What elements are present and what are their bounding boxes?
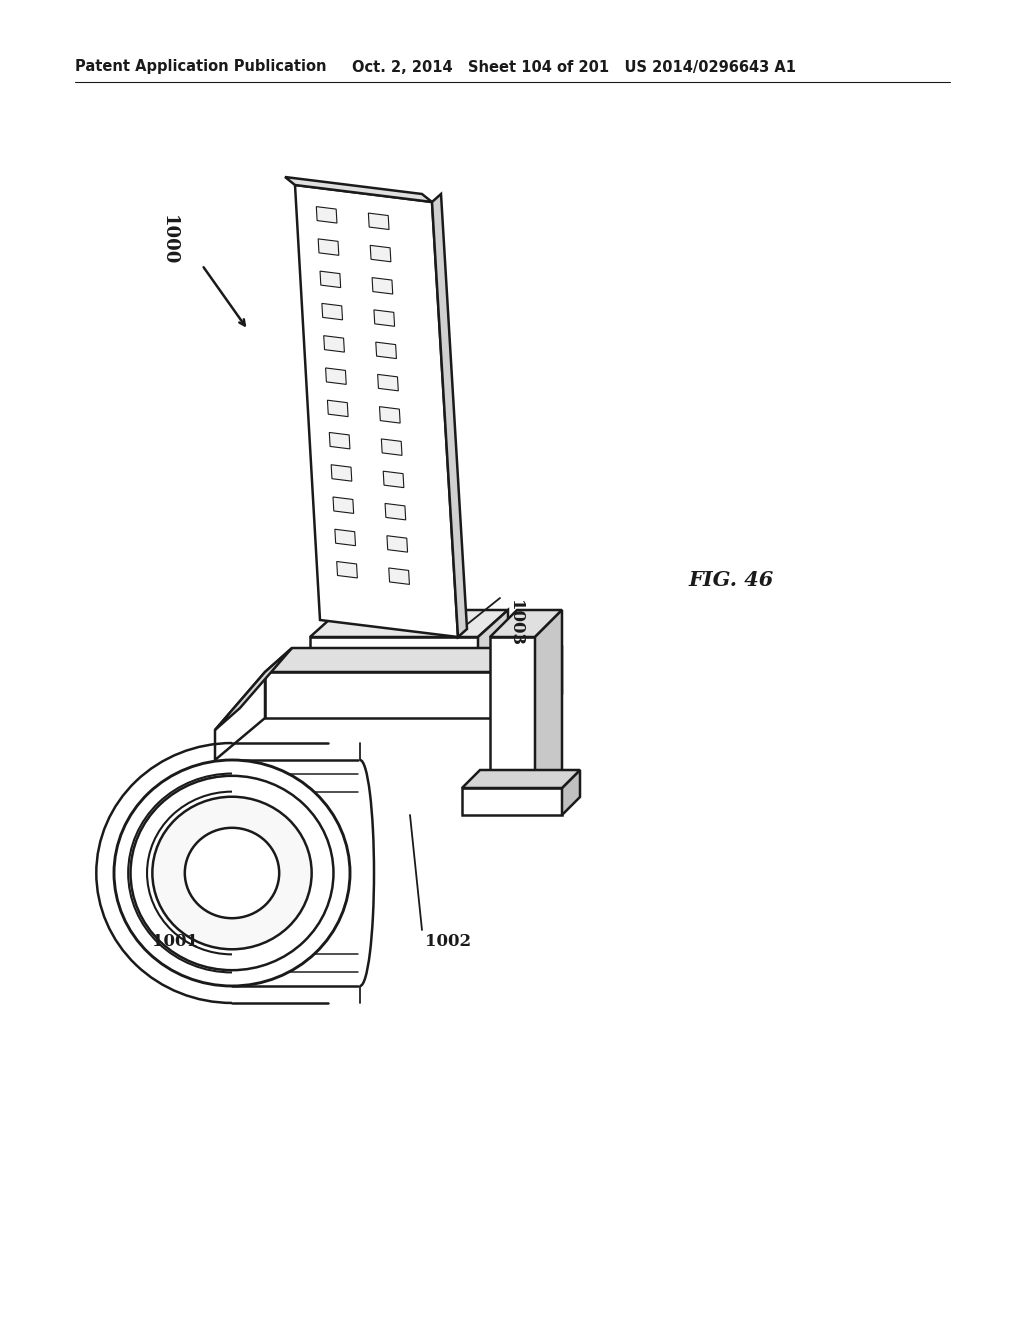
Polygon shape [380,407,400,424]
Ellipse shape [153,797,311,949]
Polygon shape [285,177,432,202]
Text: 1000: 1000 [160,215,178,265]
Polygon shape [265,672,535,718]
Polygon shape [310,610,508,638]
Polygon shape [333,498,353,513]
Polygon shape [324,335,344,352]
Polygon shape [376,342,396,359]
Polygon shape [389,568,410,585]
Text: 1003: 1003 [507,601,524,645]
Polygon shape [462,770,580,788]
Text: 1001: 1001 [152,933,198,950]
Polygon shape [535,610,562,800]
Polygon shape [385,503,406,520]
Polygon shape [371,246,391,261]
Text: Patent Application Publication: Patent Application Publication [75,59,327,74]
Polygon shape [331,465,352,482]
Polygon shape [265,648,562,672]
Polygon shape [432,194,467,638]
Polygon shape [378,375,398,391]
Text: Oct. 2, 2014   Sheet 104 of 201   US 2014/0296643 A1: Oct. 2, 2014 Sheet 104 of 201 US 2014/02… [352,59,796,74]
Polygon shape [310,638,478,671]
Polygon shape [369,213,389,230]
Polygon shape [562,770,580,814]
Polygon shape [383,471,403,487]
Polygon shape [535,648,562,718]
Polygon shape [490,610,562,638]
Polygon shape [322,304,343,319]
Polygon shape [316,207,337,223]
Polygon shape [326,368,346,384]
Polygon shape [215,648,292,730]
Polygon shape [328,400,348,417]
Polygon shape [462,788,562,814]
Ellipse shape [114,760,350,986]
Polygon shape [318,239,339,255]
Polygon shape [337,561,357,578]
Polygon shape [330,433,350,449]
Polygon shape [478,610,508,671]
Ellipse shape [184,828,280,919]
Polygon shape [374,310,394,326]
Ellipse shape [130,776,334,970]
Polygon shape [490,638,535,800]
Polygon shape [381,440,402,455]
Text: FIG. 46: FIG. 46 [688,570,773,590]
Polygon shape [387,536,408,552]
Polygon shape [215,672,265,760]
Polygon shape [335,529,355,545]
Polygon shape [321,271,341,288]
Polygon shape [295,185,458,638]
Text: 1002: 1002 [425,933,471,950]
Polygon shape [372,277,393,294]
